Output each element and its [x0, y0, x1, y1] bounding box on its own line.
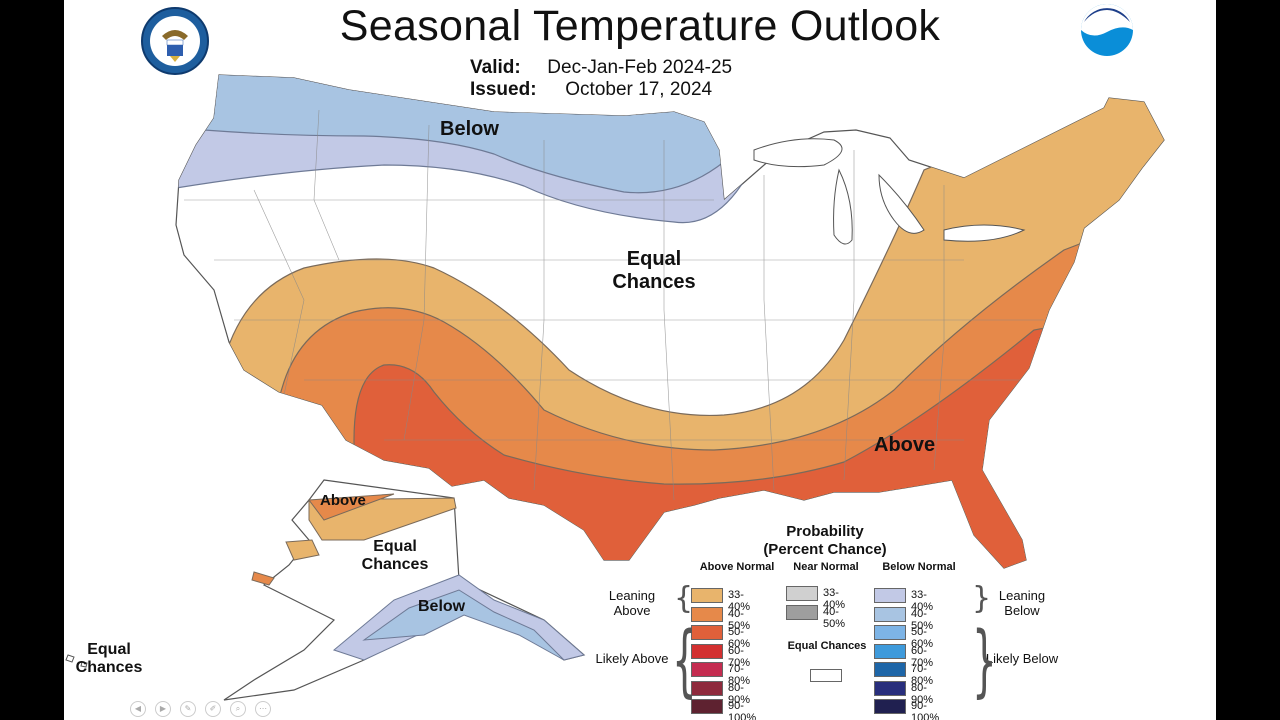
- legend-swatch-above-1: [691, 606, 723, 622]
- rewind-icon[interactable]: ◀: [130, 701, 146, 717]
- legend-equal-swatch: [810, 669, 842, 682]
- legend-swatch-above-3: [691, 643, 723, 659]
- legend-swatch-above-2: [691, 625, 723, 640]
- legend-range-below-6: 90-100%: [911, 700, 940, 720]
- legend-swatch-below-3: [874, 643, 906, 659]
- legend-range-below-5: 80-90%: [911, 681, 934, 706]
- legend-range-above-6: 90-100%: [728, 700, 757, 720]
- valid-line: Valid: Dec-Jan-Feb 2024-25: [470, 57, 732, 79]
- legend-swatch-below-4: [874, 662, 906, 677]
- edit-icon[interactable]: ✎: [180, 701, 196, 717]
- legend-range-near-0: 33-40%: [823, 587, 846, 611]
- legend-swatch-below-2: [874, 625, 906, 640]
- legend-subtitle: (Percent Chance): [763, 541, 887, 558]
- legend-range-below-4: 70-80%: [911, 663, 934, 687]
- legend-title: Probability: [786, 523, 864, 540]
- legend-range-above-4: 70-80%: [728, 663, 751, 687]
- page-title: Seasonal Temperature Outlook: [339, 2, 941, 50]
- legend-equal-label: Equal Chances: [787, 640, 867, 652]
- brace-likely-below: }: [972, 616, 997, 706]
- issued-line: Issued: October 17, 2024: [470, 79, 712, 101]
- more-icon[interactable]: ⋯: [255, 701, 271, 717]
- issued-value: October 17, 2024: [565, 79, 713, 100]
- legend-swatch-below-1: [874, 606, 906, 622]
- hawaii-shape: [65, 654, 88, 668]
- legend-range-above-2: 50-60%: [728, 626, 751, 650]
- noaa-logo-icon: NOAA: [1072, 2, 1142, 58]
- legend-col-above: Above Normal: [699, 561, 775, 573]
- issued-label: Issued:: [470, 79, 537, 100]
- legend-swatch-above-6: [691, 699, 723, 714]
- noaa-text: NOAA: [1094, 16, 1121, 26]
- legend-swatch-above-5: [691, 680, 723, 696]
- label-above-south: Above: [874, 434, 936, 456]
- legend-range-below-0: 33-40%: [911, 589, 934, 613]
- label-hi-equal: Equal Chances: [75, 641, 143, 677]
- legend-swatch-near-0: [786, 586, 818, 601]
- pen-icon[interactable]: ✐: [205, 701, 221, 717]
- legend-range-above-1: 40-50%: [728, 607, 751, 632]
- legend-range-below-1: 40-50%: [911, 607, 934, 632]
- legend-col-near: Near Normal: [793, 561, 859, 573]
- brace-leaning-below: }: [972, 581, 992, 616]
- search-icon[interactable]: ⌕: [230, 701, 246, 717]
- legend-likely-above: Likely Above: [595, 651, 669, 666]
- brace-likely-above: {: [672, 616, 697, 706]
- valid-value: Dec-Jan-Feb 2024-25: [547, 57, 733, 78]
- legend-swatch-above-4: [691, 662, 723, 677]
- legend-col-below: Below Normal: [882, 561, 956, 573]
- legend-swatch-below-0: [874, 588, 906, 603]
- legend-leaning-above: Leaning Above: [608, 588, 656, 618]
- outlook-slide: Seasonal Temperature Outlook Valid: Dec-…: [64, 0, 1216, 720]
- legend-range-above-0: 33-40%: [728, 589, 751, 613]
- brace-leaning-above: {: [674, 581, 694, 616]
- label-ak-above: Above: [320, 492, 366, 509]
- legend-swatch-near-1: [786, 604, 818, 620]
- label-below-north: Below: [440, 118, 499, 140]
- play-icon[interactable]: ▶: [155, 701, 171, 717]
- player-controls: ◀ ▶ ✎ ✐ ⌕ ⋯: [130, 698, 280, 717]
- label-ak-below: Below: [418, 598, 466, 615]
- legend-swatch-below-6: [874, 699, 906, 714]
- legend-leaning-below: Leaning Below: [998, 588, 1046, 618]
- legend-swatch-above-0: [691, 588, 723, 603]
- legend-range-near-1: 40-50%: [823, 605, 846, 630]
- doc-seal-icon: [140, 6, 210, 76]
- legend-range-below-3: 60-70%: [911, 644, 934, 669]
- legend-range-below-2: 50-60%: [911, 626, 934, 650]
- legend-likely-below: Likely Below: [985, 651, 1059, 666]
- label-equal-center: Equal Chances: [612, 248, 696, 293]
- legend-range-above-3: 60-70%: [728, 644, 751, 669]
- legend-range-above-5: 80-90%: [728, 681, 751, 706]
- alaska-shape: [223, 479, 586, 701]
- us-outlook-map: [65, 74, 1165, 701]
- legend-swatch-below-5: [874, 680, 906, 696]
- label-ak-equal: Equal Chances: [361, 538, 429, 574]
- valid-label: Valid:: [470, 57, 521, 78]
